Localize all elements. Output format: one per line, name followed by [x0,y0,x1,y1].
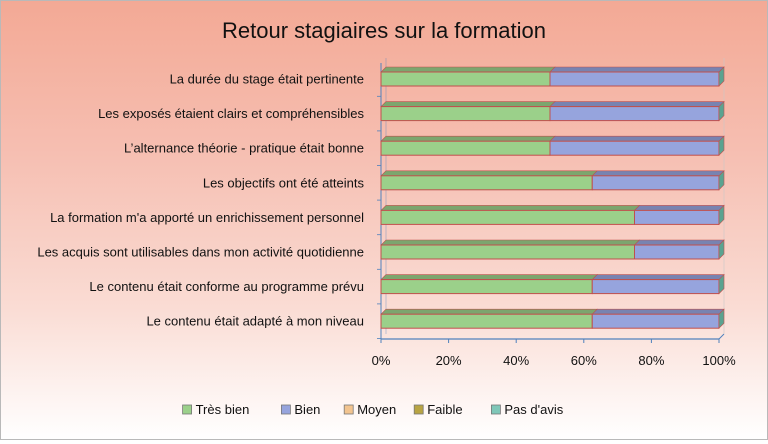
x-tick-label: 60% [571,353,597,368]
legend-swatch [343,404,354,415]
legend-label: Pas d'avis [504,402,563,417]
bar-segment [380,274,598,295]
bar-segment [591,308,725,329]
x-tick-label: 80% [638,353,664,368]
bar-segment [380,308,598,329]
x-tick-label: 0% [372,353,391,368]
category-label: Le contenu était adapté à mon niveau [146,314,364,329]
bar-segment [549,66,725,87]
category-label: L’alternance théorie - pratique était bo… [124,141,364,156]
x-tick-label: 20% [436,353,462,368]
legend-swatch [182,404,193,415]
bar-segment [380,135,556,156]
legend-item: Pas d'avis [490,402,564,417]
x-tick-label: 40% [503,353,529,368]
floor-edge [718,333,725,340]
category-label: Les exposés étaient clairs et compréhens… [98,106,364,121]
plot-frame [380,58,725,340]
legend-label: Très bien [196,402,250,417]
bars-group [380,66,725,329]
bar-segment [380,66,556,87]
category-label: Les acquis sont utilisables dans mon act… [37,245,364,260]
chart-title: Retour stagiaires sur la formation [222,18,546,43]
category-label: La durée du stage était pertinente [170,72,364,87]
legend-label: Faible [427,402,462,417]
legend-label: Moyen [357,402,396,417]
legend-swatch [413,404,424,415]
legend-item: Faible [413,402,463,417]
legend: Très bien Bien Moyen Faible Pas d'avis [182,402,564,417]
legend-item: Bien [280,402,320,417]
legend-swatch [490,404,501,415]
bar-segment [549,100,725,122]
legend-item: Moyen [343,402,396,417]
x-tick-label: 100% [702,353,736,368]
x-tick-labels: 0% 20% 40% 60% 80% 100% [372,339,736,368]
category-label: La formation m'a apporté un enrichisseme… [50,210,364,225]
category-labels: La durée du stage était pertinente Les ex… [37,72,381,339]
bar-segment [549,135,725,156]
bar-segment [380,101,556,122]
legend-item: Très bien [182,402,250,417]
bar-segment [591,170,725,191]
category-label: Le contenu était conforme au programme p… [89,279,364,294]
bar-segment [633,239,725,260]
legend-label: Bien [294,402,320,417]
bar-segment [633,204,725,226]
bar-segment [380,205,641,225]
category-label: Les objectifs ont été atteints [203,175,365,190]
bar-segment [591,273,725,295]
bar-segment [380,239,641,260]
legend-swatch [280,404,291,415]
bar-segment [380,170,598,191]
